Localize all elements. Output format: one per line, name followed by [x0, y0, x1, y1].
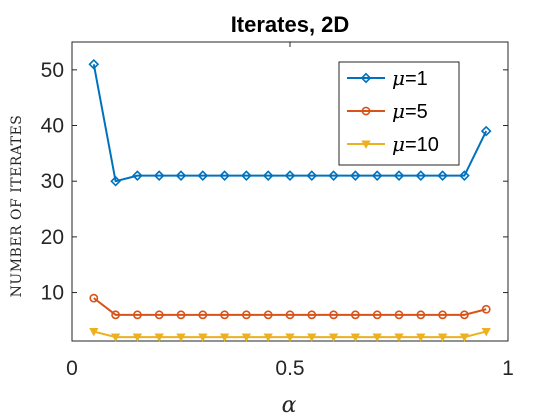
legend-entry-symbol: μ: [392, 132, 405, 156]
series-1-point: [328, 170, 339, 181]
series-1-point: [88, 58, 100, 70]
series-1-point: [459, 170, 470, 181]
series-1-point: [219, 170, 230, 181]
series-2-point: [220, 310, 229, 320]
series-line-1: [92, 64, 488, 183]
series-3-point: [132, 333, 143, 342]
y-tick-label: 30: [41, 170, 64, 193]
legend-marker: [361, 106, 371, 116]
legend-entry-value: =1: [405, 68, 428, 90]
series-3-point: [416, 333, 426, 342]
legend: μ=1μ=5μ=10: [338, 61, 460, 166]
y-tick-label: 40: [41, 115, 64, 138]
legend-entry: μ=1: [392, 66, 428, 90]
plot-area: 0 0.5 1 10 20 30 40 50: [41, 41, 514, 380]
series-1-point: [241, 170, 252, 181]
legend-entry-value: =5: [405, 101, 428, 123]
x-tick-label: 0: [66, 357, 78, 380]
series-2-point: [176, 310, 186, 320]
series-3-point: [110, 333, 121, 342]
series-2-point: [198, 310, 208, 320]
x-axis-label: α: [282, 393, 297, 418]
series-3-point: [89, 327, 99, 337]
series-2-point: [481, 304, 491, 314]
series-3-point: [394, 333, 404, 342]
series-2-point: [438, 310, 447, 320]
x-tick-label: 1: [502, 357, 514, 380]
series-2-point: [394, 310, 404, 320]
series-1-point: [175, 170, 187, 181]
series-2-point: [459, 310, 469, 320]
legend-entry-symbol: μ: [392, 66, 405, 90]
y-axis-label: NUMBER OF ITERATES: [9, 115, 25, 298]
series-2-point: [111, 310, 120, 320]
series-1-point: [415, 170, 427, 181]
series-3-point: [263, 333, 273, 342]
legend-entry-value: =10: [405, 134, 439, 156]
series-3-point: [241, 333, 252, 342]
legend-entry: μ=10: [392, 132, 439, 156]
legend-entry-symbol: μ: [392, 99, 405, 123]
y-tick-label: 10: [41, 282, 64, 305]
series-1-point: [153, 170, 165, 181]
y-tick-label: 20: [41, 226, 64, 249]
series-line-2: [93, 297, 487, 316]
series-1-point: [284, 170, 296, 181]
series-3-point: [437, 333, 448, 342]
series-2-point: [329, 310, 338, 320]
series-3-point: [307, 333, 317, 342]
series-1-point: [132, 170, 143, 181]
series-2-point: [416, 310, 426, 320]
series-2-point: [263, 310, 273, 320]
legend-box: [338, 61, 460, 166]
series-2-point: [89, 293, 99, 303]
series-3-point: [198, 333, 208, 342]
series-2-point: [154, 310, 164, 320]
series-1-point: [110, 175, 121, 187]
series-1-point: [306, 170, 318, 181]
x-tick-label: 0.5: [275, 357, 304, 380]
series-3-point: [154, 333, 164, 342]
series-2-point: [241, 310, 251, 320]
series-2-point: [372, 310, 382, 320]
series-3-point: [459, 333, 470, 342]
series-3-point: [219, 333, 230, 342]
legend-marker: [360, 72, 372, 84]
legend-marker: [361, 140, 371, 149]
y-tick-label: 50: [41, 59, 64, 82]
series-3-point: [176, 333, 186, 342]
legend-entry: μ=5: [392, 99, 428, 123]
series-3-point: [481, 327, 491, 337]
series-2-point: [132, 310, 142, 320]
series-1-point: [393, 170, 405, 181]
series-2-point: [350, 310, 360, 320]
series-3-point: [285, 333, 295, 342]
series-2-point: [285, 310, 295, 320]
series-3-point: [350, 333, 361, 342]
series-3-point: [328, 333, 339, 342]
series-3-point: [372, 333, 382, 342]
series-1-point: [262, 170, 274, 181]
series-1-point: [350, 170, 361, 181]
series-1-point: [480, 125, 492, 137]
series-2-point: [307, 310, 317, 320]
series-1-point: [371, 170, 383, 181]
series-1-point: [437, 170, 448, 181]
chart-title: Iterates, 2D: [231, 12, 350, 37]
series-1-point: [197, 170, 209, 181]
